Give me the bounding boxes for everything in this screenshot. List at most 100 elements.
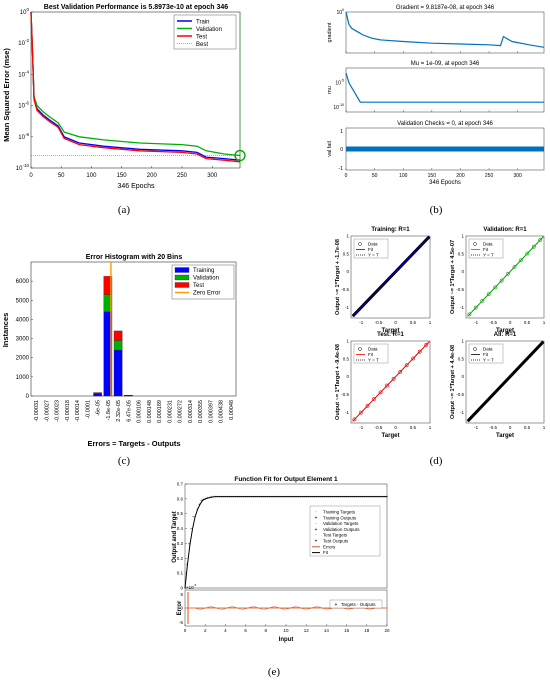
- ytick-label-d: 0: [346, 374, 349, 379]
- data-marker-e: +: [250, 494, 253, 499]
- data-marker-e: +: [370, 494, 373, 499]
- xtick-label-d: 0: [509, 320, 512, 325]
- xtick-label-d: -0.5: [489, 425, 497, 430]
- ytick-label-d: 1: [346, 339, 349, 344]
- data-marker-e: +: [360, 494, 363, 499]
- histogram-bar-test: [113, 330, 123, 341]
- data-marker-e: +: [261, 494, 264, 499]
- histogram-bar-test: [103, 276, 113, 295]
- xtick-label-d: 0.5: [524, 320, 531, 325]
- ytick-label-e: 0.4: [177, 526, 184, 531]
- panel-ylabel-b-2: val fail: [327, 141, 333, 157]
- legend-label-d: Data: [483, 242, 493, 247]
- axes-b-1: [345, 67, 545, 113]
- ytick-label-d: -0.5: [341, 392, 349, 397]
- data-marker-e: +: [271, 494, 274, 499]
- ytick-label-b-2: -1: [339, 166, 344, 172]
- legend-label-d: Y = T: [368, 253, 379, 258]
- data-marker-e: +: [291, 494, 294, 499]
- legend-label-a: Train: [196, 20, 209, 26]
- data-marker-e: +: [206, 495, 209, 500]
- data-marker-e: +: [244, 494, 247, 499]
- xtick-label-c: -0.00027: [44, 400, 50, 422]
- data-point-d-1: [480, 298, 485, 303]
- data-point-d-2: [424, 343, 429, 347]
- data-marker-e: +: [331, 494, 334, 499]
- series-line-b-0: [345, 11, 545, 48]
- data-marker-e: +: [184, 586, 187, 591]
- legend-label-e: Test Targets: [323, 533, 348, 538]
- legend-label-e: Test Outputs: [323, 539, 349, 544]
- data-marker-e: +: [265, 494, 268, 499]
- error-exponent-label: ×10-5: [186, 583, 197, 590]
- xtick-label-d: 0.5: [524, 425, 531, 430]
- data-marker-e: +: [378, 494, 381, 499]
- series-line-test: [30, 11, 241, 163]
- legend-d-0: [353, 238, 389, 259]
- histogram-bar-test: [93, 392, 102, 394]
- fit-line-e: [184, 496, 387, 589]
- data-marker-e: +: [327, 494, 330, 499]
- xtick-label-c: 2.32e-05: [116, 400, 122, 422]
- data-marker-e: +: [343, 494, 346, 499]
- panel-xlabel-d-1: Target: [496, 328, 514, 334]
- xtick-label-d: 1: [543, 320, 546, 325]
- xtick-label-b: 300: [514, 173, 523, 179]
- legend-swatch-e: ·: [315, 510, 317, 516]
- data-point-d-1: [499, 278, 504, 283]
- data-marker-e: +: [295, 494, 298, 499]
- xtick-label-c: -0.00031: [34, 400, 40, 422]
- panel-xlabel-d-2: Target: [382, 433, 400, 439]
- caption-e: (e): [268, 666, 281, 678]
- xtick-label-c: 0.000438: [219, 400, 225, 423]
- ytick-label-d: 0: [346, 269, 349, 274]
- xtick-label-e: 18: [364, 628, 370, 633]
- data-marker-e: +: [248, 494, 251, 499]
- xtick-label-e: 6: [244, 628, 247, 633]
- data-marker-e: +: [354, 494, 357, 499]
- data-marker-e: +: [273, 494, 276, 499]
- data-marker-e: +: [210, 494, 213, 499]
- legend-label-e: Fit: [323, 550, 329, 555]
- xtick-label-c: 0.000272: [178, 400, 184, 423]
- legend-label-c: Test: [193, 283, 204, 289]
- ytick-label-c: 5000: [16, 298, 30, 304]
- data-marker-e: +: [198, 502, 201, 507]
- data-marker-e: +: [220, 494, 223, 499]
- panel-title-b-1: Mu = 1e-09, at epoch 346: [411, 61, 480, 67]
- panel-title-d-0: Training: R=1: [371, 227, 410, 233]
- panel-ylabel-d-1: Output ~= 1*Target + 4.5e-07: [450, 240, 456, 314]
- legend-label-e: Validation Outputs: [323, 527, 360, 532]
- xlabel-c: Errors = Targets - Outputs: [87, 439, 180, 448]
- data-marker-e: +: [188, 541, 191, 546]
- xtick-label-b: 200: [456, 173, 465, 179]
- panel-ylabel-d-3: Output ~= 1*Target + 4.4e-08: [450, 345, 456, 419]
- data-marker-e: +: [194, 514, 197, 519]
- legend-label-a: Best: [196, 42, 208, 48]
- ytick-label-e-error: 0: [180, 606, 183, 611]
- ytick-label-c: 4000: [16, 317, 30, 323]
- data-point-d-1: [531, 244, 536, 249]
- data-marker-e: +: [214, 494, 217, 499]
- data-marker-e: +: [299, 494, 302, 499]
- xtick-label-c: 0.00048: [229, 400, 235, 420]
- ylabel-a: Mean Squared Error (mse): [2, 48, 11, 142]
- legend-swatch-e: +: [315, 515, 318, 521]
- data-marker-e: +: [255, 494, 258, 499]
- data-point-d-2: [385, 383, 389, 388]
- data-marker-e: +: [289, 494, 292, 499]
- xtick-label-e: 0: [184, 628, 187, 633]
- ytick-label-b-0: 100: [336, 8, 344, 16]
- legend-swatch-e: +: [315, 527, 318, 533]
- data-marker-e: +: [204, 496, 207, 501]
- fit-line-d-1: [467, 236, 544, 317]
- data-marker-e: +: [368, 494, 371, 499]
- chart-title-a: Best Validation Performance is 5.8973e-1…: [44, 4, 229, 11]
- xtick-label-d: 0: [394, 425, 397, 430]
- data-marker-e: +: [325, 494, 328, 499]
- ytick-label-e: 0.7: [177, 482, 184, 487]
- panel-ylabel-b-1: mu: [327, 86, 333, 94]
- data-marker-e: +: [242, 494, 245, 499]
- ytick-label-d: 0.5: [343, 251, 350, 256]
- xtick-label-c: 0.000148: [147, 400, 153, 423]
